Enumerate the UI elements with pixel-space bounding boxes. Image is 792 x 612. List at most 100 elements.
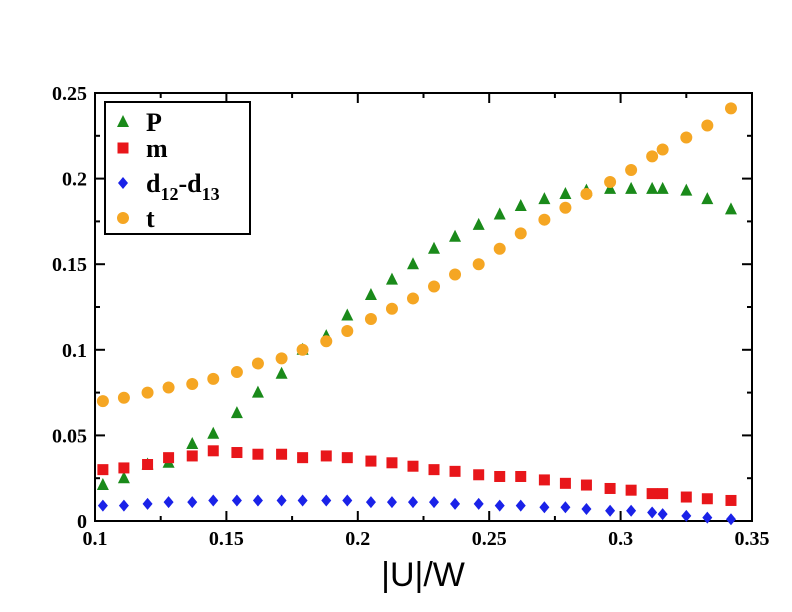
x-axis: 0.1 0.15 0.2 0.25 0.3 0.35 xyxy=(83,93,770,550)
point-t xyxy=(701,119,714,132)
point-P xyxy=(646,181,659,194)
point-m xyxy=(231,447,243,459)
point-m xyxy=(701,493,713,505)
point-d12-d13 xyxy=(581,503,592,516)
legend-marker-m xyxy=(117,142,129,154)
point-t xyxy=(406,292,419,305)
point-d12-d13 xyxy=(515,499,526,512)
point-t xyxy=(296,343,309,356)
point-d12-d13 xyxy=(494,499,505,512)
point-t xyxy=(646,150,659,163)
point-m xyxy=(657,488,669,500)
point-t xyxy=(604,176,617,189)
legend-label-d12-d13: d12-d13 xyxy=(146,169,220,204)
x-tick-label: 0.35 xyxy=(735,528,770,550)
legend-label-t: t xyxy=(146,204,155,233)
point-m xyxy=(680,491,692,503)
point-t xyxy=(251,357,264,370)
point-m xyxy=(186,450,198,462)
point-t xyxy=(230,366,243,379)
point-d12-d13 xyxy=(626,504,637,517)
point-t xyxy=(275,352,288,365)
point-t xyxy=(162,381,175,394)
x-tick-label: 0.15 xyxy=(209,528,244,550)
point-P xyxy=(207,426,220,439)
point-d12-d13 xyxy=(657,508,668,521)
point-m xyxy=(320,450,332,462)
point-d12-d13 xyxy=(187,496,198,509)
point-d12-d13 xyxy=(450,497,461,510)
point-m xyxy=(297,452,309,464)
point-m xyxy=(604,482,616,494)
series-m xyxy=(97,445,737,506)
point-P xyxy=(385,272,398,285)
y-axis: 0 0.05 0.1 0.15 0.2 0.25 xyxy=(52,83,752,533)
point-t xyxy=(680,131,693,144)
point-m xyxy=(341,452,353,464)
y-tick-label: 0.25 xyxy=(52,83,87,105)
point-P xyxy=(96,478,109,491)
point-d12-d13 xyxy=(647,506,658,519)
point-P xyxy=(275,366,288,379)
point-P xyxy=(538,192,551,205)
point-d12-d13 xyxy=(321,494,332,507)
point-m xyxy=(97,464,109,476)
point-m xyxy=(252,448,264,460)
point-m xyxy=(428,464,440,476)
point-m xyxy=(538,474,550,486)
point-d12-d13 xyxy=(473,497,484,510)
x-tick-label: 0.3 xyxy=(608,528,633,550)
point-d12-d13 xyxy=(365,496,376,509)
point-m xyxy=(449,465,461,477)
point-m xyxy=(142,459,154,471)
point-d12-d13 xyxy=(429,496,440,509)
point-P xyxy=(428,241,441,254)
legend-label-m: m xyxy=(146,134,168,163)
point-m xyxy=(515,470,527,482)
y-tick-label: 0.15 xyxy=(52,254,87,276)
point-d12-d13 xyxy=(231,494,242,507)
point-t xyxy=(656,143,669,156)
point-t xyxy=(117,391,130,404)
point-t xyxy=(559,201,572,214)
point-m xyxy=(407,460,419,472)
point-t xyxy=(538,213,551,226)
point-d12-d13 xyxy=(97,499,108,512)
point-t xyxy=(625,164,638,177)
point-m xyxy=(494,470,506,482)
point-d12-d13 xyxy=(681,509,692,522)
point-P xyxy=(472,217,485,230)
x-tick-label: 0.2 xyxy=(345,528,370,550)
data-points xyxy=(96,102,737,526)
point-P xyxy=(514,198,527,211)
point-d12-d13 xyxy=(702,511,713,524)
point-t xyxy=(449,268,462,281)
legend-box xyxy=(104,101,251,235)
point-d12-d13 xyxy=(725,513,736,526)
point-P xyxy=(625,181,638,194)
point-t xyxy=(364,312,377,325)
point-m xyxy=(207,445,219,457)
point-P xyxy=(656,181,669,194)
point-P xyxy=(559,187,572,200)
point-d12-d13 xyxy=(208,494,219,507)
x-axis-title: |U|/W xyxy=(381,556,465,594)
point-P xyxy=(186,436,199,449)
point-m xyxy=(646,488,658,500)
point-P xyxy=(701,192,714,205)
point-d12-d13 xyxy=(252,494,263,507)
series-d12-d13 xyxy=(97,494,736,526)
legend-marker-t xyxy=(117,212,129,224)
point-m xyxy=(473,469,485,481)
y-tick-label: 0.05 xyxy=(52,425,87,447)
point-P xyxy=(230,406,243,419)
point-t xyxy=(141,386,154,399)
point-t xyxy=(207,372,220,385)
point-d12-d13 xyxy=(605,504,616,517)
point-m xyxy=(163,452,175,464)
point-d12-d13 xyxy=(386,496,397,509)
point-t xyxy=(96,395,109,408)
point-P xyxy=(364,288,377,301)
point-t xyxy=(428,280,441,293)
point-d12-d13 xyxy=(297,494,308,507)
